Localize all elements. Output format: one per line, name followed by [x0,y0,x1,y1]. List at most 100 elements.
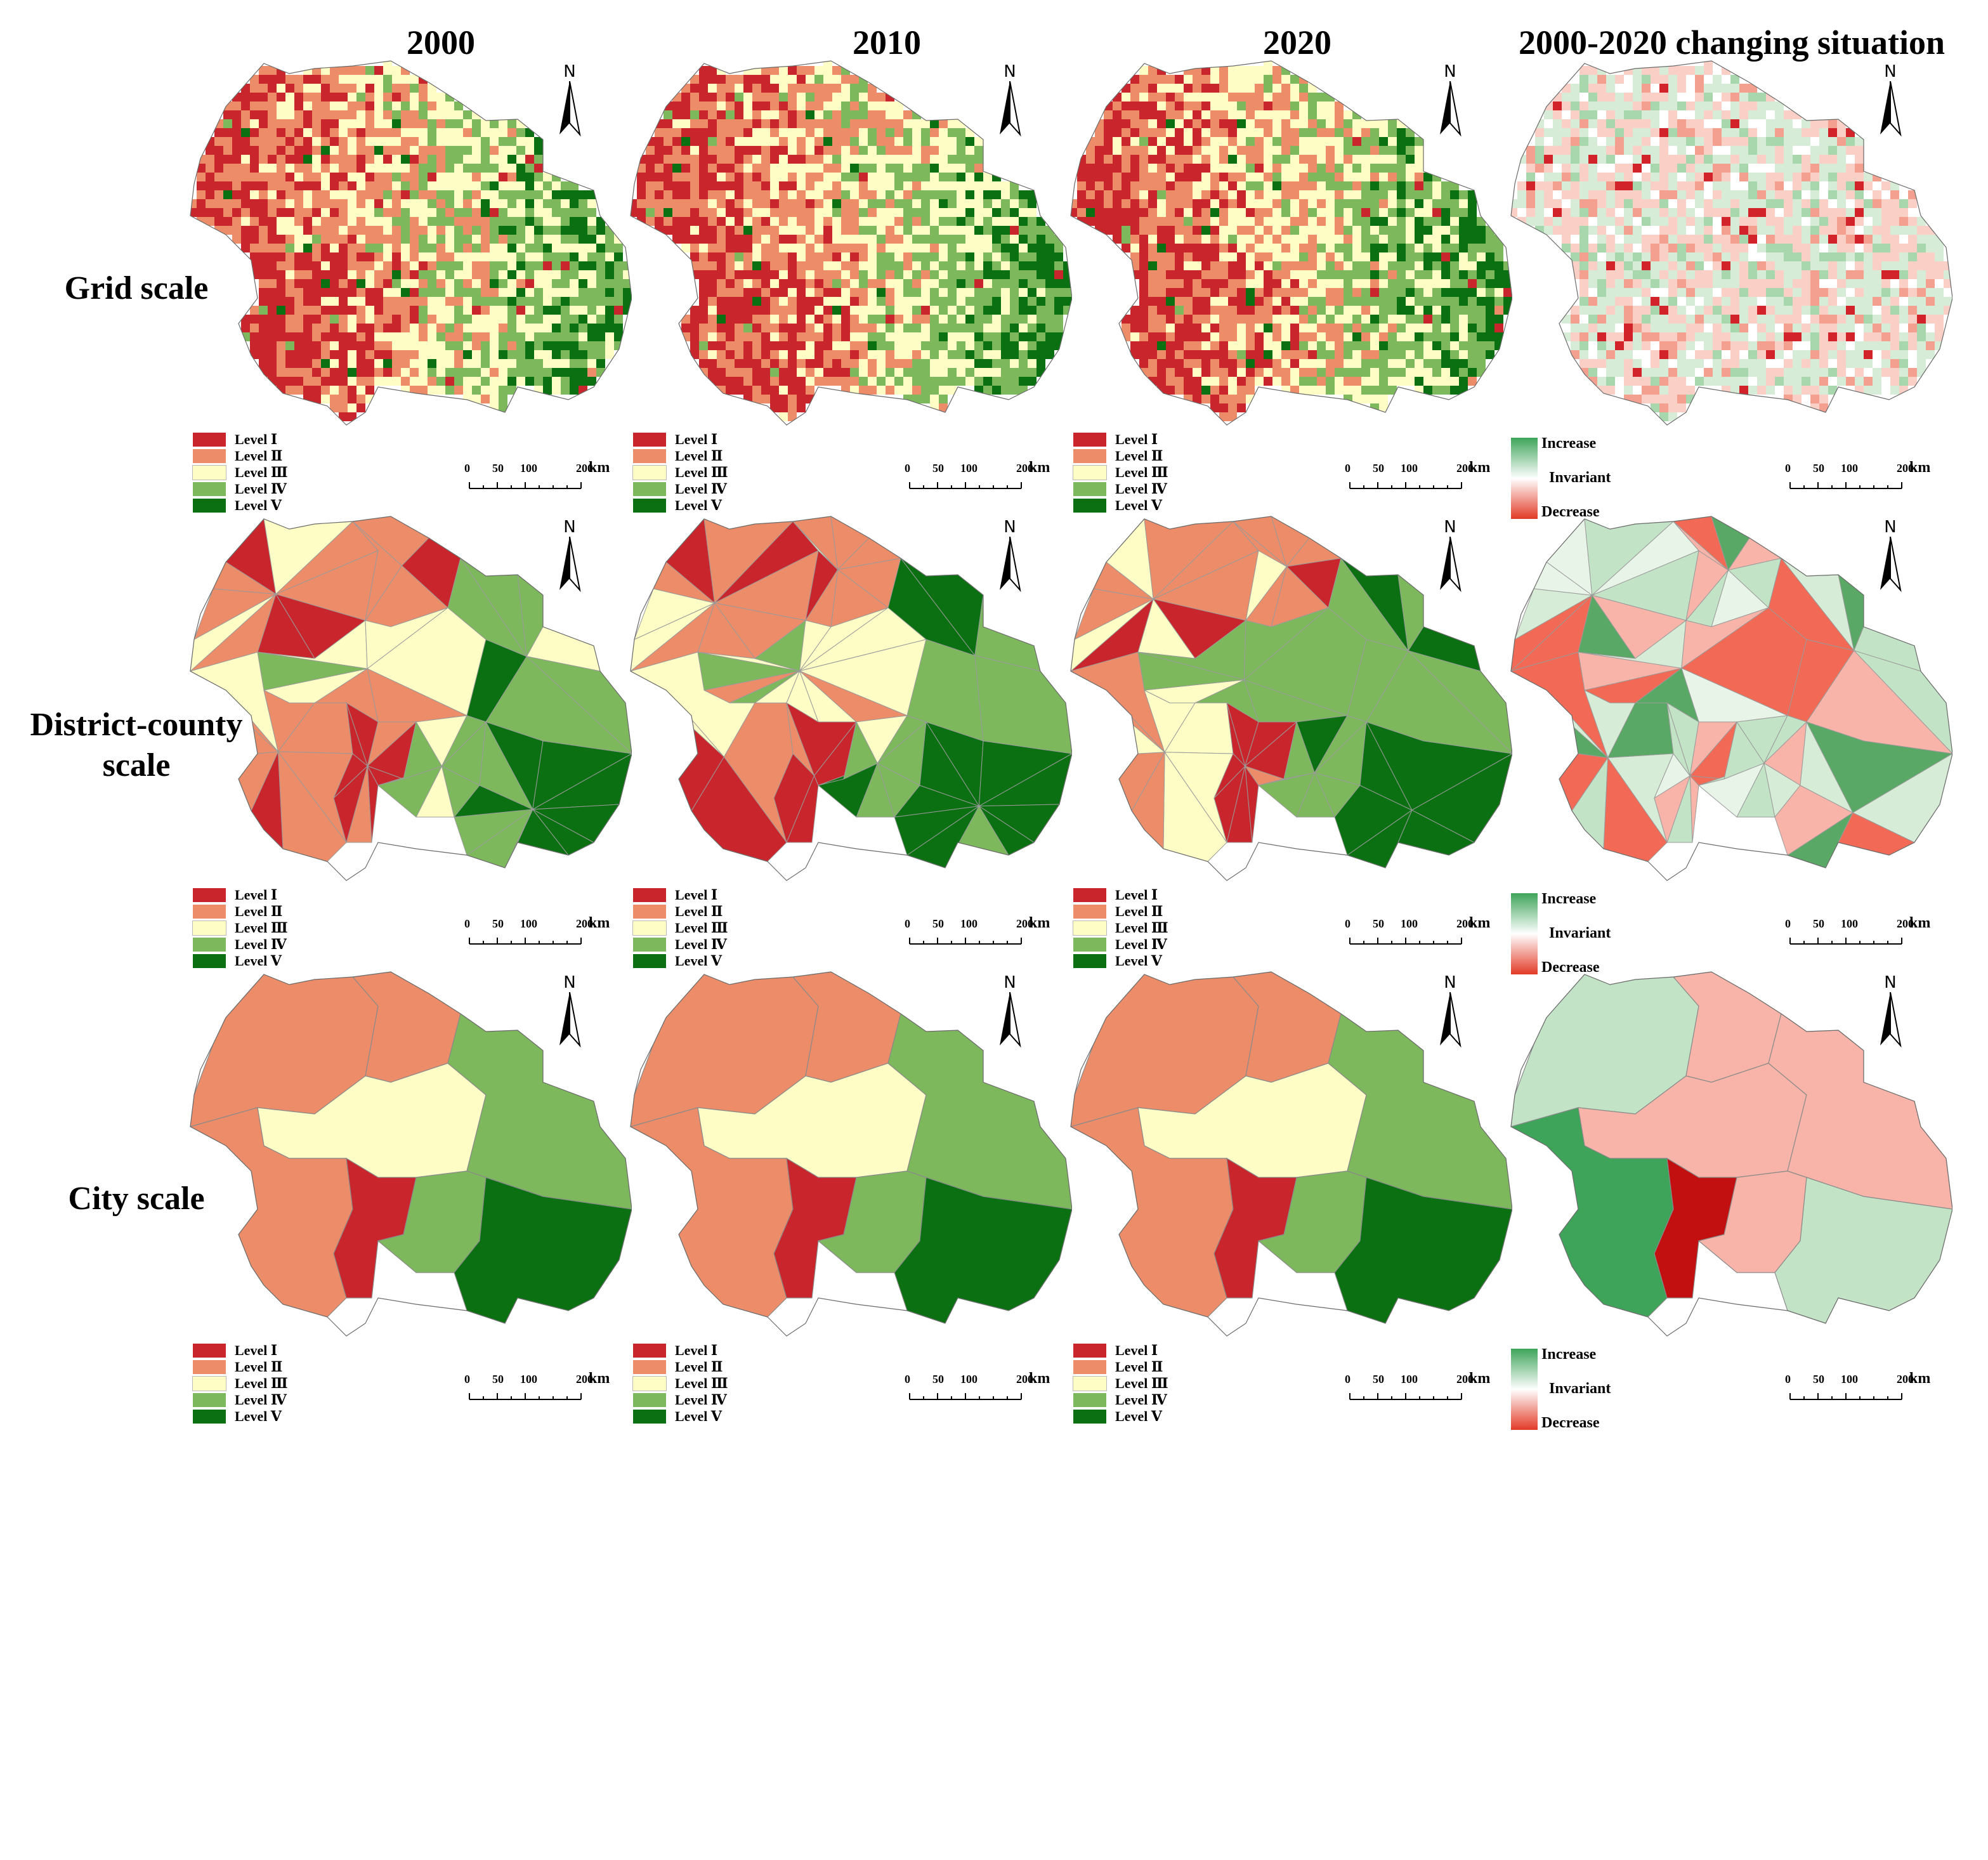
grid-cell [735,297,743,306]
grid-cell [436,190,445,199]
grid-cell [1802,199,1810,208]
grid-cell [1246,386,1255,395]
grid-cell [1659,181,1668,190]
grid-cell [1166,235,1175,244]
grid-cell [1113,208,1122,217]
grid-cell [383,252,392,261]
grid-cell [1793,164,1802,173]
grid-cell [428,270,436,279]
grid-cell [516,306,525,315]
grid-cell [1326,386,1335,395]
grid-cell [832,128,841,137]
grid-cell [312,190,321,199]
grid-cell [1651,84,1659,93]
grid-cell [930,297,939,306]
grid-cell [392,208,401,217]
grid-cell [735,332,743,341]
grid-cell [868,110,877,119]
grid-cell [1193,315,1201,324]
grid-cell [1748,199,1757,208]
grid-cell [428,359,436,368]
legend-label: Level Ⅰ [1115,433,1158,447]
grid-cell [1713,75,1722,84]
grid-cell [1686,190,1695,199]
grid-cell [1219,261,1228,270]
grid-cell [1290,84,1299,93]
grid-cell [1397,119,1406,128]
grid-cell [1246,217,1255,226]
grid-cell [1148,102,1157,110]
grid-cell [1326,181,1335,190]
grid-cell [1713,93,1722,102]
grid-cell [1317,102,1326,110]
grid-cell [672,146,681,155]
grid-cell [1290,359,1299,368]
grid-cell [419,350,428,359]
grid-cell [726,252,735,261]
grid-cell [1802,146,1810,155]
grid-cell [259,146,268,155]
grid-cell [1193,102,1201,110]
grid-cell [490,208,499,217]
grid-cell [1210,164,1219,173]
grid-cell [1272,155,1281,164]
grid-cell [1361,359,1370,368]
grid-cell [1326,332,1335,341]
grid-cell [1237,102,1246,110]
legend-swatch [633,449,666,463]
grid-cell [1535,137,1544,146]
grid-cell [1388,332,1397,341]
grid-cell [868,359,877,368]
grid-cell [708,75,717,84]
grid-cell [232,102,241,110]
grid-cell [339,110,348,119]
grid-cell [690,102,699,110]
grid-cell [1722,146,1730,155]
grid-cell [1219,377,1228,386]
grid-cell [259,173,268,181]
grid-cell [206,164,214,173]
grid-cell [841,244,850,252]
grid-cell [383,288,392,297]
grid-cell [1299,288,1308,297]
grid-cell [1677,155,1686,164]
grid-cell [886,173,894,181]
grid-cell [1157,341,1166,350]
grid-cell [1686,119,1695,128]
grid-cell [1344,190,1352,199]
grid-cell [303,377,312,386]
grid-cell [1553,199,1562,208]
grid-cell [1237,66,1246,75]
grid-cell [1406,288,1415,297]
grid-cell [1615,181,1624,190]
grid-cell [516,332,525,341]
grid-cell [232,208,241,217]
grid-cell [392,297,401,306]
grid-cell [939,315,948,324]
grid-cell [894,164,903,173]
grid-cell [1272,359,1281,368]
grid-cell [1193,208,1201,217]
grid-cell [1281,288,1290,297]
grid-cell [743,137,752,146]
grid-cell [868,368,877,377]
grid-cell [1775,128,1784,137]
grid-cell [743,261,752,270]
grid-cell [285,84,294,93]
grid-cell [1730,208,1739,217]
grid-cell [294,279,303,288]
grid-cell [743,173,752,181]
grid-cell [1246,181,1255,190]
grid-cell [1290,350,1299,359]
grid-cell [788,181,797,190]
grid-cell [690,137,699,146]
grid-cell [1219,119,1228,128]
grid-cell [428,102,436,110]
grid-cell [1139,306,1148,315]
grid-cell [516,137,525,146]
grid-cell [250,93,259,102]
grid-cell [436,110,445,119]
legend-label: Level Ⅴ [1115,499,1162,513]
grid-cell [303,288,312,297]
grid-cell [507,173,516,181]
